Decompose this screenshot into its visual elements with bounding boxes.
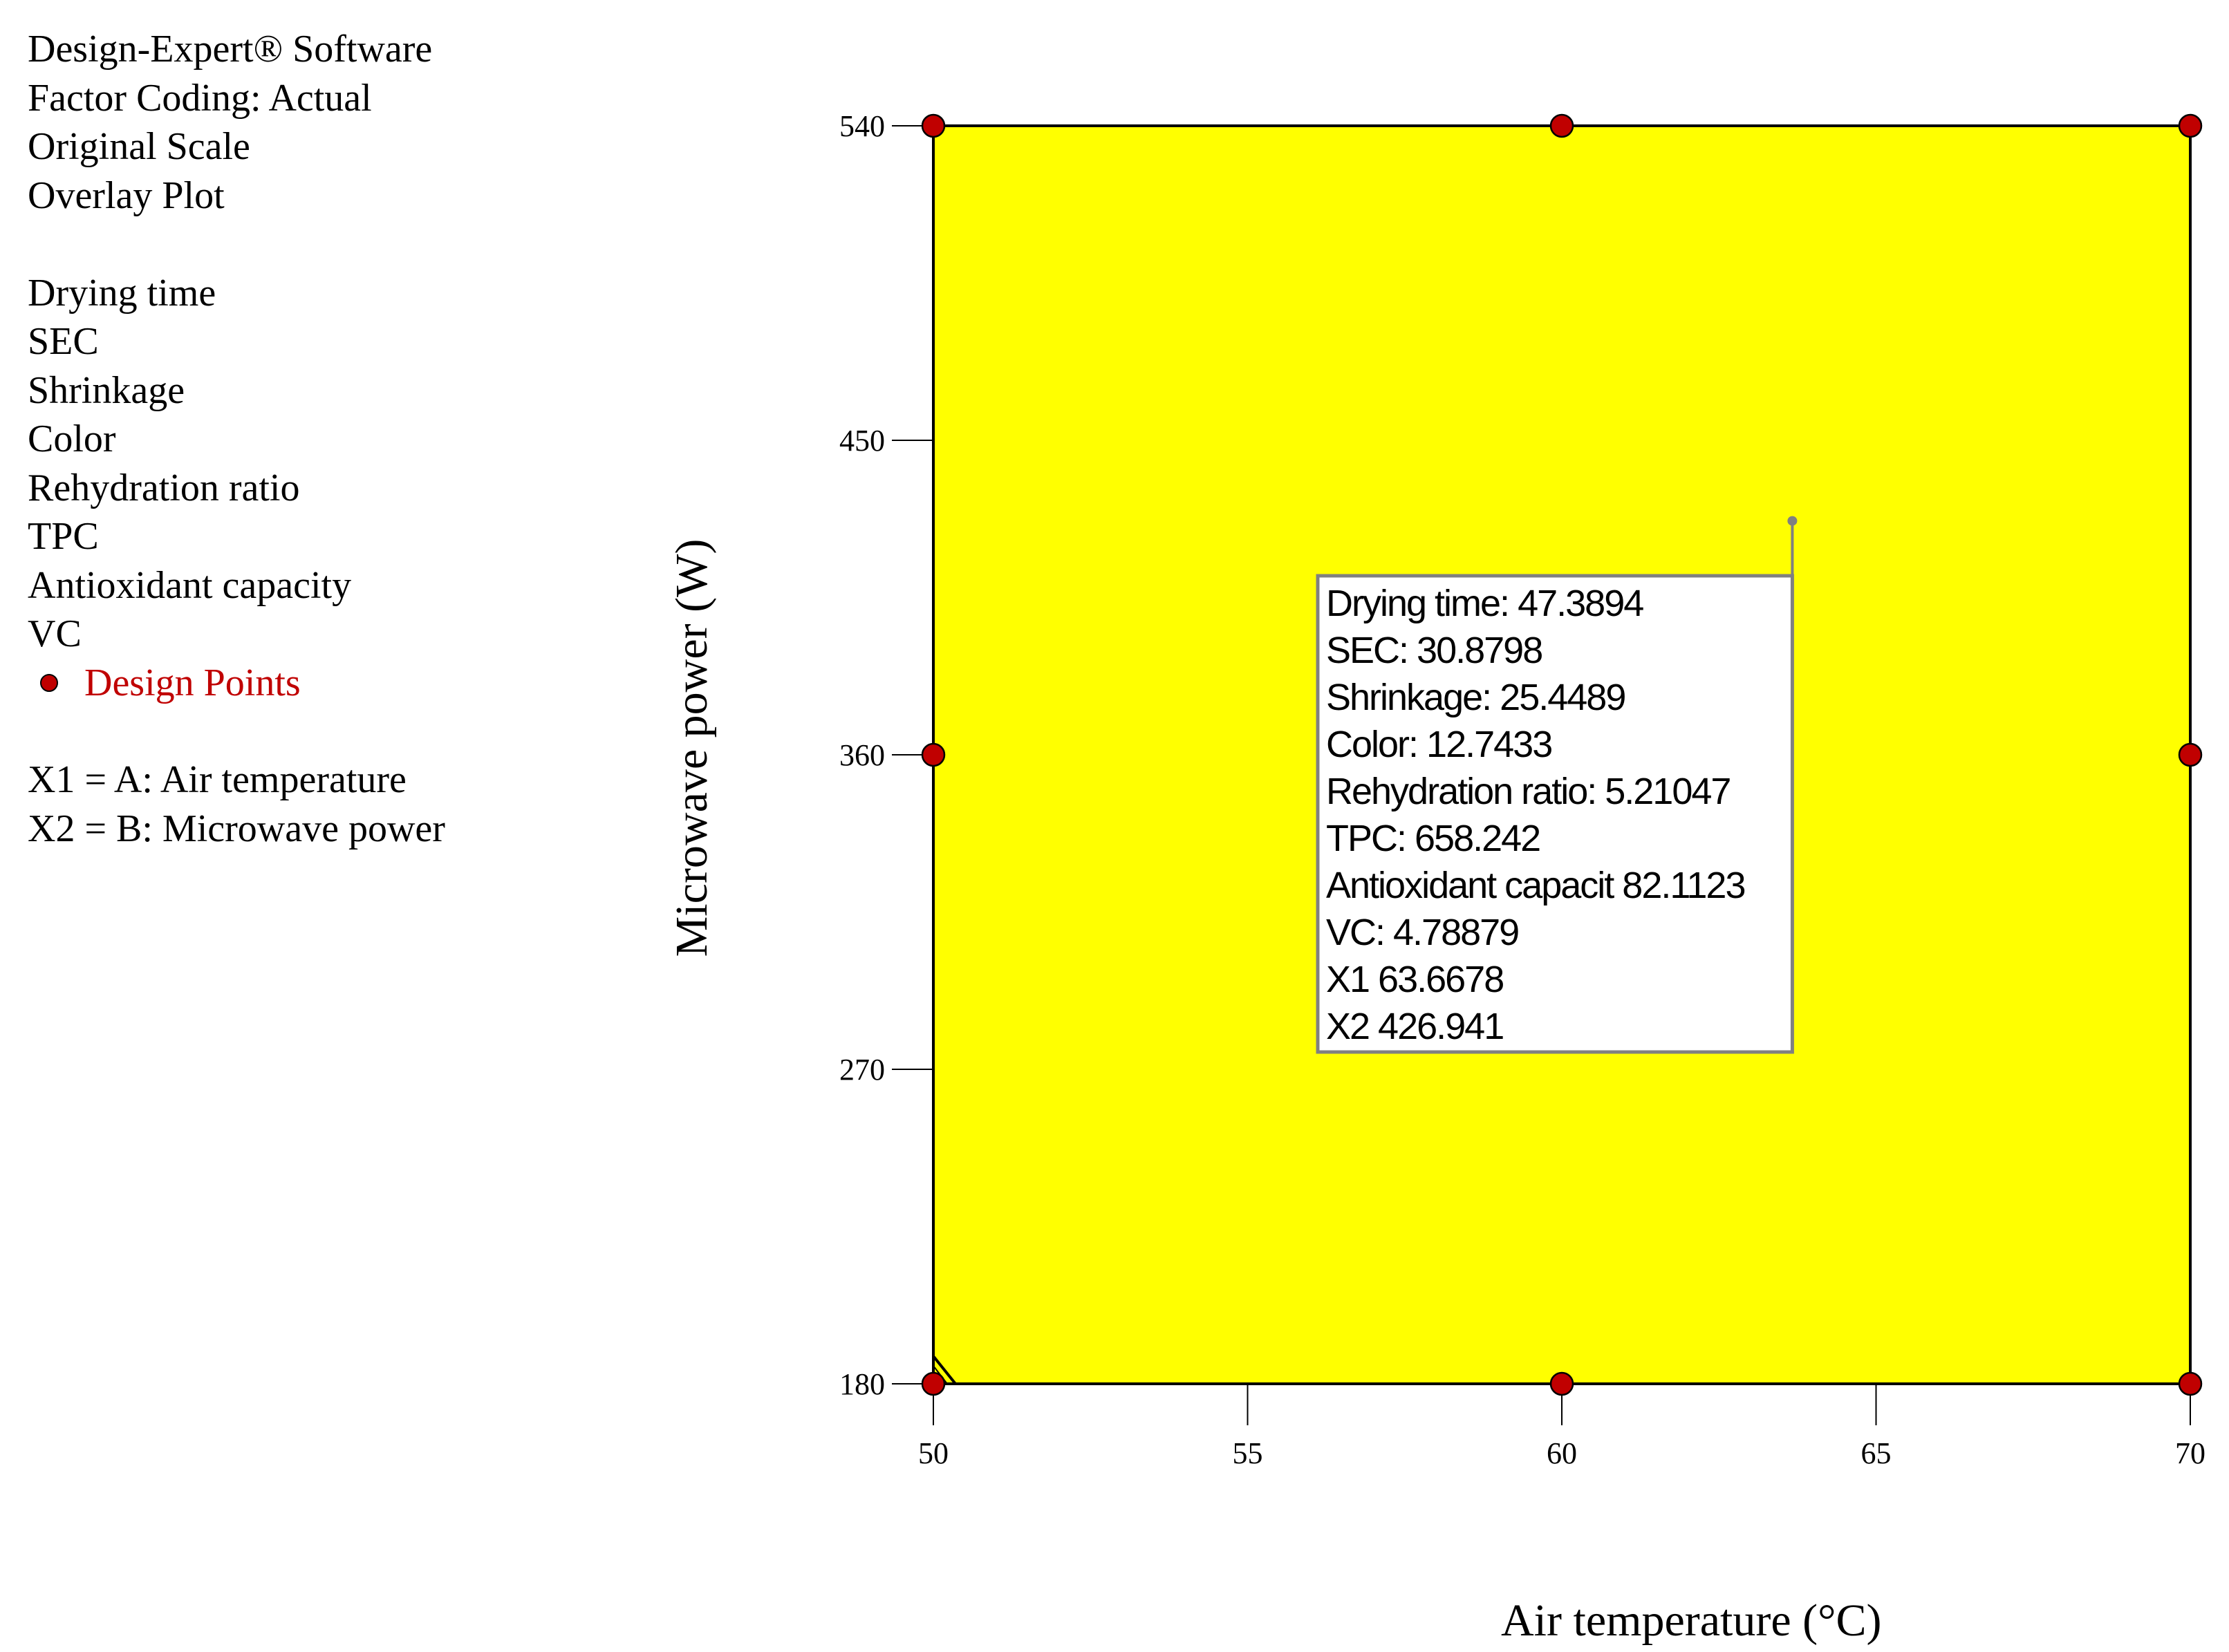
design-point[interactable] (2178, 113, 2203, 138)
factor-x2: X2 = B: Microwave power (28, 807, 445, 850)
flag-anchor (1787, 516, 1798, 526)
x-tick-label: 65 (1861, 1436, 1892, 1470)
legend-panel: Design-Expert® Software Factor Coding: A… (28, 25, 650, 853)
design-point[interactable] (2178, 742, 2203, 767)
x-axis: 50 55 60 65 70 (918, 1384, 2205, 1470)
legend-design-points-label: Design Points (84, 661, 301, 704)
response-item: Antioxidant capacity (28, 563, 352, 607)
region-corner-boundary (932, 1355, 957, 1385)
design-point-marker-icon (40, 673, 58, 692)
x-tick-label: 55 (1233, 1436, 1263, 1470)
x-tick-label: 70 (2175, 1436, 2205, 1470)
flag-line: X1 63.6678 (1326, 959, 1503, 1000)
x-tick-label: 60 (1547, 1436, 1577, 1470)
flag-line: TPC: 658.242 (1326, 818, 1540, 859)
y-tick-label: 180 (839, 1367, 885, 1401)
flag-line: X2 426.941 (1326, 1006, 1503, 1047)
y-tick-label: 360 (839, 738, 885, 772)
design-points (921, 113, 2203, 1396)
design-point[interactable] (2178, 1371, 2203, 1396)
y-tick-label: 270 (839, 1053, 885, 1087)
plot-type: Overlay Plot (28, 173, 225, 217)
scale-label: Original Scale (28, 125, 250, 168)
response-item: TPC (28, 515, 99, 558)
response-item: Color (28, 417, 116, 460)
design-point[interactable] (1549, 113, 1574, 138)
response-item: SEC (28, 320, 99, 363)
y-axis-title: Microwave power (W) (666, 539, 717, 957)
design-point[interactable] (921, 113, 946, 138)
software-name: Design-Expert® Software (28, 28, 433, 71)
flag-line: VC: 4.78879 (1326, 912, 1518, 953)
factor-coding: Factor Coding: Actual (28, 76, 372, 120)
flag-line: Antioxidant capacit 82.1123 (1326, 865, 1744, 906)
prediction-flag[interactable]: Drying time: 47.3894 SEC: 30.8798 Shrinkag… (1316, 516, 1798, 1054)
flag-line: Shrinkage: 25.4489 (1326, 677, 1625, 718)
y-tick-label: 450 (839, 424, 885, 458)
response-item: Drying time (28, 271, 216, 315)
y-tick-label: 540 (839, 109, 885, 143)
factor-x1: X1 = A: Air temperature (28, 758, 407, 801)
x-tick-label: 50 (918, 1436, 949, 1470)
flag-line: Drying time: 47.3894 (1326, 583, 1643, 624)
response-item: VC (28, 612, 82, 655)
flag-line: SEC: 30.8798 (1326, 630, 1542, 671)
design-point[interactable] (1549, 1371, 1574, 1396)
response-item: Shrinkage (28, 368, 185, 412)
flag-line: Rehydration ratio: 5.21047 (1326, 771, 1730, 812)
response-item: Rehydration ratio (28, 466, 300, 509)
design-point[interactable] (921, 1371, 946, 1396)
design-point[interactable] (921, 742, 946, 767)
y-axis: 180 270 360 450 540 (839, 109, 933, 1401)
flag-box (1316, 574, 1794, 1054)
flag-line: Color: 12.7433 (1326, 724, 1551, 765)
legend-design-points: Design Points (28, 659, 650, 708)
x-axis-title: Air temperature (°C) (1501, 1595, 1882, 1646)
